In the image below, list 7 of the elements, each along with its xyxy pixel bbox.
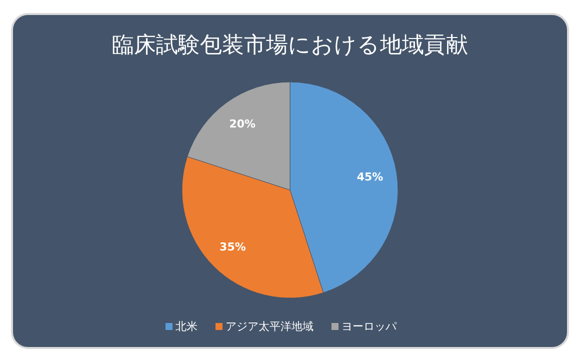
legend-label: 北米 <box>176 320 198 334</box>
chart-title: 臨床試験包装市場における地域貢献 <box>112 33 468 58</box>
data-label: 45% <box>356 170 384 184</box>
data-label: 20% <box>229 117 256 130</box>
legend-label: アジア太平洋地域 <box>226 320 314 334</box>
data-label: 35% <box>220 240 246 254</box>
legend-label: ヨーロッパ <box>342 320 398 334</box>
